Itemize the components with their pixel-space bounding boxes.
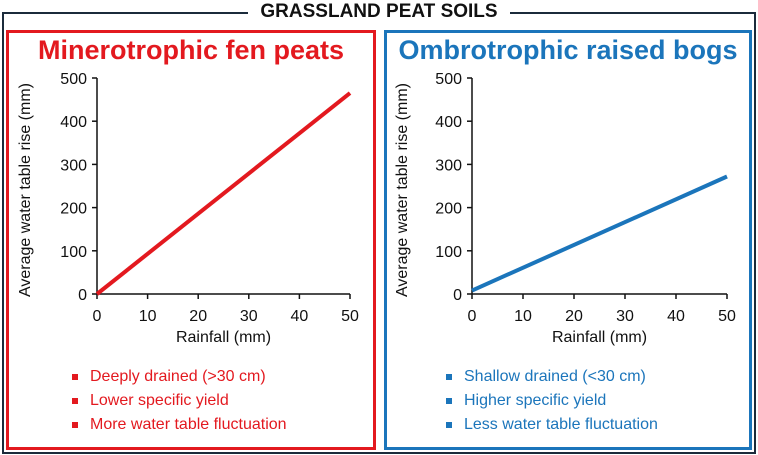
bullet-item: Higher specific yield [446, 392, 606, 410]
bullet-item: Shallow drained (<30 cm) [446, 368, 646, 386]
bullet-item: More water table fluctuation [72, 416, 287, 434]
x-tick-label: 10 [139, 308, 157, 325]
x-tick-label: 0 [468, 308, 477, 325]
y-tick-label: 500 [435, 71, 462, 88]
bullet-icon [446, 421, 452, 428]
y-tick-label: 0 [453, 287, 462, 304]
y-tick-label: 100 [435, 244, 462, 261]
x-tick-label: 30 [616, 308, 634, 325]
bullet-text: Shallow drained (<30 cm) [464, 368, 646, 385]
x-tick-label: 50 [718, 308, 736, 325]
x-tick-label: 0 [93, 308, 102, 325]
y-tick-label: 500 [60, 71, 87, 88]
y-tick-label: 400 [60, 114, 87, 131]
bullet-text: Higher specific yield [464, 392, 607, 409]
x-tick-label: 10 [514, 308, 532, 325]
series-line [95, 91, 352, 296]
x-tick-label: 20 [189, 308, 207, 325]
y-axis-label: Average water table rise (mm) [394, 83, 411, 297]
bullet-icon [446, 397, 452, 404]
y-axis-label: Average water table rise (mm) [17, 83, 34, 297]
bullet-text: Less water table fluctuation [464, 416, 658, 433]
y-tick-label: 200 [60, 201, 87, 218]
y-tick-label: 0 [78, 287, 87, 304]
x-axis-label: Rainfall (mm) [552, 329, 647, 346]
x-tick-label: 50 [341, 308, 359, 325]
bullet-item: Less water table fluctuation [446, 416, 658, 434]
x-tick-label: 40 [291, 308, 309, 325]
bullet-item: Deeply drained (>30 cm) [72, 368, 266, 386]
bullet-icon [72, 373, 78, 380]
panel-title: Minerotrophic fen peats [37, 35, 345, 65]
figure-title-text: GRASSLAND PEAT SOILS [248, 1, 510, 22]
panel-fen-peats: Minerotrophic fen peats [6, 30, 376, 450]
figure-title: GRASSLAND PEAT SOILS [0, 1, 758, 23]
x-tick-label: 20 [565, 308, 583, 325]
bullet-text: Lower specific yield [90, 392, 229, 409]
panel-raised-bogs: Ombrotrophic raised bogs [384, 30, 752, 450]
y-tick-label: 300 [60, 157, 87, 174]
bullet-icon [72, 421, 78, 428]
bullet-icon [72, 397, 78, 404]
bullet-item: Lower specific yield [72, 392, 229, 410]
bullet-text: More water table fluctuation [90, 416, 287, 433]
y-tick-label: 400 [435, 114, 462, 131]
x-tick-label: 30 [240, 308, 258, 325]
x-axis-label: Rainfall (mm) [176, 329, 271, 346]
x-tick-label: 40 [667, 308, 685, 325]
bullet-text: Deeply drained (>30 cm) [90, 368, 266, 385]
y-tick-label: 100 [60, 244, 87, 261]
y-tick-label: 200 [435, 201, 462, 218]
bullet-icon [446, 373, 452, 380]
series-line [471, 174, 728, 293]
panel-title: Ombrotrophic raised bogs [398, 35, 738, 65]
y-tick-label: 300 [435, 157, 462, 174]
